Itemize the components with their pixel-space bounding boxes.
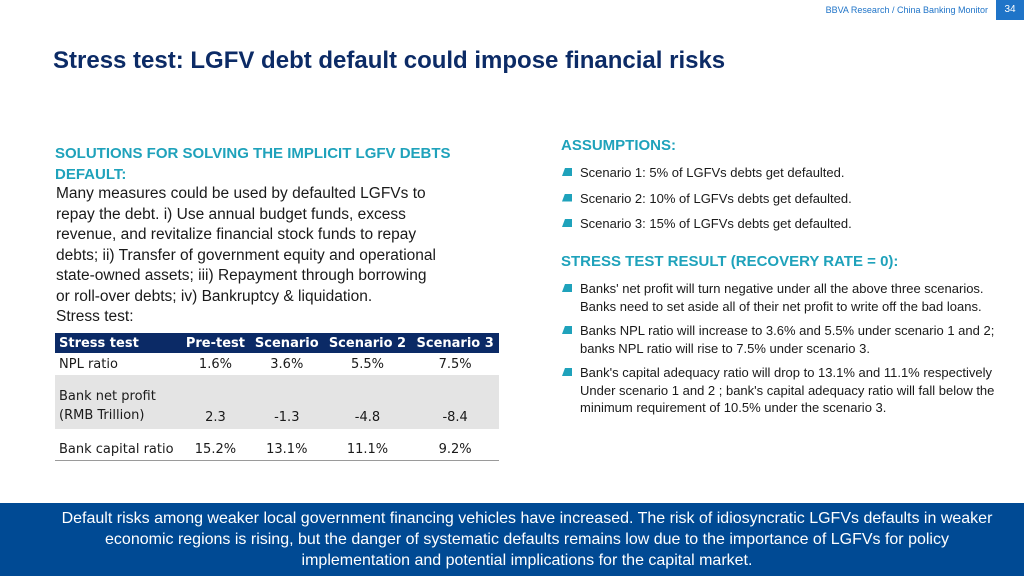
table-cell: 5.5% bbox=[323, 353, 412, 375]
row-label: Bank capital ratio bbox=[55, 429, 181, 461]
table-cell: -8.4 bbox=[411, 375, 499, 429]
assumption-text: Scenario 3: 15% of LGFVs debts get defau… bbox=[580, 216, 852, 231]
table-header-scenario-2: Scenario 2 bbox=[323, 333, 412, 353]
solutions-body: Many measures could be used by defaulted… bbox=[56, 184, 496, 328]
row-label-line: (RMB Trillion) bbox=[59, 408, 145, 423]
bullet-icon bbox=[562, 284, 572, 292]
table-header-row: Stress test Pre-test Scenario Scenario 2… bbox=[55, 333, 499, 353]
result-text: Banks' net profit will turn negative und… bbox=[580, 281, 984, 314]
assumption-text: Scenario 1: 5% of LGFVs debts get defaul… bbox=[580, 165, 845, 180]
table-header-scenario-3: Scenario 3 bbox=[411, 333, 499, 353]
solutions-body-line: debts; ii) Transfer of government equity… bbox=[56, 246, 436, 264]
solutions-body-line: revenue, and revitalize financial stock … bbox=[56, 226, 417, 243]
solutions-body-line: or roll-over debts; iv) Bankruptcy & liq… bbox=[56, 287, 373, 305]
list-item: Scenario 3: 15% of LGFVs debts get defau… bbox=[561, 215, 1001, 233]
solutions-body-line: Many measures could be used by defaulted… bbox=[56, 185, 426, 202]
bullet-icon bbox=[562, 326, 572, 334]
table-cell: 1.6% bbox=[180, 353, 250, 375]
stress-test-table: Stress test Pre-test Scenario Scenario 2… bbox=[55, 333, 499, 461]
list-item: Banks' net profit will turn negative und… bbox=[561, 280, 1001, 315]
result-text: Banks NPL ratio will increase to 3.6% an… bbox=[580, 323, 995, 356]
page-title: Stress test: LGFV debt default could imp… bbox=[53, 47, 726, 74]
footer-conclusion: Default risks among weaker local governm… bbox=[61, 510, 993, 569]
list-item: Scenario 2: 10% of LGFVs debts get defau… bbox=[561, 190, 1001, 208]
row-label-line: Bank net profit bbox=[59, 389, 156, 404]
table-cell: 11.1% bbox=[323, 429, 412, 461]
solutions-heading: SOLUTIONS FOR SOLVING THE IMPLICIT LGFV … bbox=[55, 145, 451, 183]
table-cell: 9.2% bbox=[411, 429, 499, 461]
stress-test-label: Stress test: bbox=[56, 308, 134, 325]
table-cell: 15.2% bbox=[180, 429, 250, 461]
results-list: Banks' net profit will turn negative und… bbox=[561, 280, 1001, 424]
table-header-scenario-1: Scenario bbox=[249, 333, 324, 353]
solutions-body-line: state-owned assets; iii) Repayment throu… bbox=[56, 267, 427, 284]
bullet-icon bbox=[562, 368, 572, 376]
footer-band bbox=[0, 503, 1024, 576]
row-label: NPL ratio bbox=[55, 353, 181, 375]
table-row-npl-ratio: NPL ratio 1.6% 3.6% 5.5% 7.5% bbox=[55, 353, 499, 375]
table-cell: 7.5% bbox=[411, 353, 499, 375]
solutions-body-line: repay the debt. i) Use annual budget fun… bbox=[56, 205, 406, 223]
assumptions-list: Scenario 1: 5% of LGFVs debts get defaul… bbox=[561, 164, 1001, 241]
list-item: Scenario 1: 5% of LGFVs debts get defaul… bbox=[561, 164, 1001, 182]
table-cell: 2.3 bbox=[180, 375, 250, 429]
table-cell: 3.6% bbox=[249, 353, 324, 375]
bullet-icon bbox=[562, 219, 572, 227]
table-row-bank-capital-ratio: Bank capital ratio 15.2% 13.1% 11.1% 9.2… bbox=[55, 429, 499, 461]
result-text: Bank's capital adequacy ratio will drop … bbox=[580, 365, 995, 415]
bullet-icon bbox=[562, 193, 572, 202]
row-label: Bank net profit (RMB Trillion) bbox=[55, 375, 181, 429]
page-number: 34 bbox=[996, 0, 1024, 20]
bullet-icon bbox=[562, 168, 572, 176]
table-header-stress-test: Stress test bbox=[55, 333, 181, 353]
header-source: BBVA Research / China Banking Monitor bbox=[825, 5, 988, 15]
list-item: Bank's capital adequacy ratio will drop … bbox=[561, 364, 1001, 417]
table-row-bank-net-profit: Bank net profit (RMB Trillion) 2.3 -1.3 … bbox=[55, 375, 499, 429]
table-cell: -1.3 bbox=[249, 375, 324, 429]
list-item: Banks NPL ratio will increase to 3.6% an… bbox=[561, 322, 1001, 357]
assumption-text: Scenario 2: 10% of LGFVs debts get defau… bbox=[580, 190, 852, 206]
results-heading: STRESS TEST RESULT (RECOVERY RATE = 0): bbox=[561, 253, 899, 270]
table-header-pre-test: Pre-test bbox=[180, 333, 250, 353]
table-cell: -4.8 bbox=[323, 375, 412, 429]
table-cell: 13.1% bbox=[249, 429, 324, 461]
assumptions-heading: ASSUMPTIONS: bbox=[561, 137, 677, 154]
